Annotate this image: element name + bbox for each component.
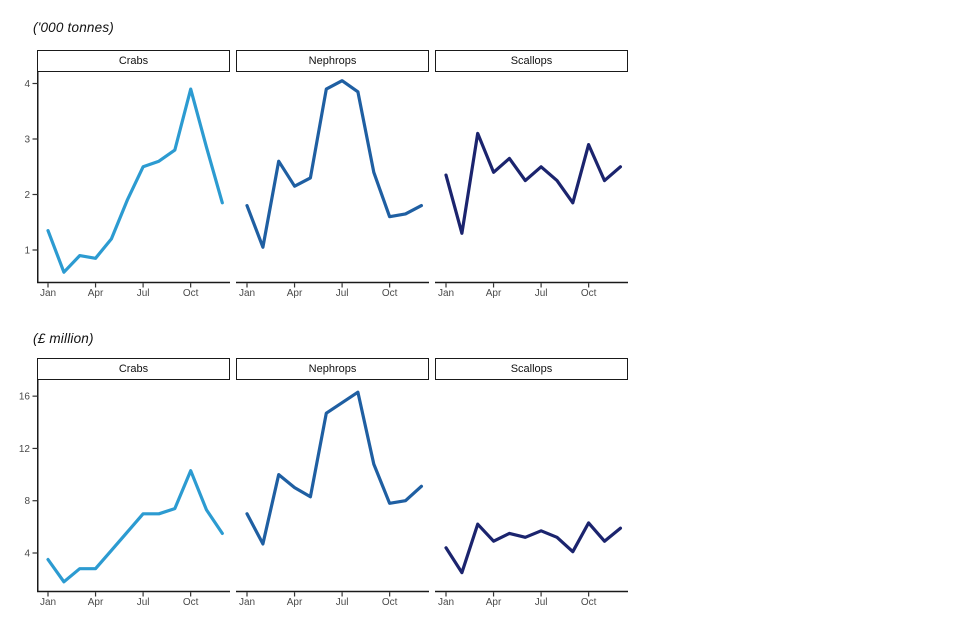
facet-strip-crabs-tonnes: Crabs [37, 50, 230, 72]
axis-tick-label: Apr [287, 288, 303, 299]
axis-tick-label: Oct [183, 288, 199, 299]
axis-tick-label: Jul [336, 288, 349, 299]
axis-tick-label: Apr [287, 597, 303, 608]
axis-tick-label: Jul [336, 597, 349, 608]
axis-tick-label: Oct [581, 288, 597, 299]
axis-tick-label: Jan [438, 597, 454, 608]
axis-tick-label: Oct [382, 597, 398, 608]
axis-tick-label: 4 [24, 549, 30, 560]
axis-tick-label: Jan [40, 288, 56, 299]
axis-tick-label: 8 [24, 496, 30, 507]
axis-tick-label: 1 [24, 246, 30, 257]
axis-tick-label: Apr [486, 597, 502, 608]
axis-tick-label: 2 [24, 190, 30, 201]
figure-value-plots: 4 8 12 16 Jan Apr Jul Oct Jan Apr Jul Oct Jan Apr Jul O… [19, 380, 628, 608]
figure-value-title: (£ million) [33, 331, 94, 346]
figure-tonnes-plots: 1 2 3 4 Jan Apr Jul Oct Jan Apr Jul Oct Jan Apr Jul Oct [24, 72, 628, 299]
axis-tick-label: Jul [535, 597, 548, 608]
figure-tonnes-title: ('000 tonnes) [33, 20, 114, 35]
axis-tick-label: Jul [535, 288, 548, 299]
series-line-nephrops [245, 79, 423, 249]
series-line-scallops [444, 521, 623, 575]
series-line-nephrops [245, 390, 423, 546]
axis-tick-label: Jul [137, 597, 150, 608]
axis-tick-label: 4 [24, 79, 30, 90]
axis-tick-label: Jan [40, 597, 56, 608]
facet-strip-scallops-value: Scallops [435, 358, 628, 380]
facet-strip-nephrops-value: Nephrops [236, 358, 429, 380]
series-line-crabs [46, 469, 224, 584]
facet-strip-crabs-value: Crabs [37, 358, 230, 380]
series-line-scallops [444, 131, 623, 235]
series-line-crabs [46, 87, 224, 274]
axis-tick-label: Oct [581, 597, 597, 608]
axis-tick-label: Oct [183, 597, 199, 608]
axis-tick-label: Jan [438, 288, 454, 299]
axis-tick-label: Jan [239, 288, 255, 299]
axis-tick-label: Apr [88, 288, 104, 299]
facet-strip-scallops-tonnes: Scallops [435, 50, 628, 72]
axis-tick-label: Jul [137, 288, 150, 299]
axis-tick-label: Oct [382, 288, 398, 299]
axis-tick-label: 3 [24, 135, 30, 146]
axis-tick-label: Jan [239, 597, 255, 608]
axis-tick-label: 12 [19, 444, 31, 455]
facet-strip-nephrops-tonnes: Nephrops [236, 50, 429, 72]
axis-tick-label: 16 [19, 392, 31, 403]
axis-tick-label: Apr [88, 597, 104, 608]
axis-tick-label: Apr [486, 288, 502, 299]
